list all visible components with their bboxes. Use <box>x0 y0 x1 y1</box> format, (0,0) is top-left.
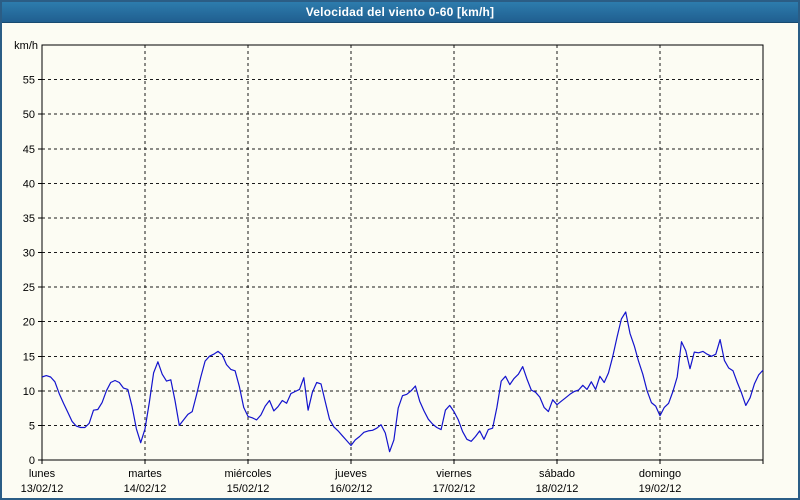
x-date-label: 15/02/12 <box>227 483 270 495</box>
y-tick-label: 30 <box>23 248 35 260</box>
x-day-label: jueves <box>334 468 367 480</box>
x-day-label: viernes <box>436 468 472 480</box>
x-date-label: 16/02/12 <box>330 483 373 495</box>
wind-speed-line <box>41 311 764 453</box>
x-day-label: sábado <box>539 468 575 480</box>
x-date-label: 14/02/12 <box>124 483 167 495</box>
chart-title-bar: Velocidad del viento 0-60 [km/h] <box>2 2 798 23</box>
x-date-label: 17/02/12 <box>433 483 476 495</box>
y-tick-label: 10 <box>23 386 35 398</box>
y-tick-label: 40 <box>23 178 35 190</box>
y-tick-label: 15 <box>23 351 35 363</box>
y-tick-label: 35 <box>23 213 35 225</box>
x-date-label: 13/02/12 <box>21 483 64 495</box>
y-tick-label: 5 <box>29 420 35 432</box>
x-day-label: domingo <box>639 468 681 480</box>
x-day-label: lunes <box>29 468 56 480</box>
y-axis-unit-label: km/h <box>14 40 38 52</box>
x-day-label: martes <box>128 468 162 480</box>
y-tick-label: 25 <box>23 282 35 294</box>
chart-title: Velocidad del viento 0-60 [km/h] <box>305 5 495 19</box>
y-tick-label: 20 <box>23 317 35 329</box>
y-tick-label: 50 <box>23 109 35 121</box>
x-day-label: miércoles <box>224 468 272 480</box>
y-tick-label: 45 <box>23 144 35 156</box>
y-tick-label: 0 <box>29 455 35 467</box>
x-date-label: 19/02/12 <box>639 483 682 495</box>
x-date-label: 18/02/12 <box>536 483 579 495</box>
y-tick-label: 55 <box>23 75 35 87</box>
